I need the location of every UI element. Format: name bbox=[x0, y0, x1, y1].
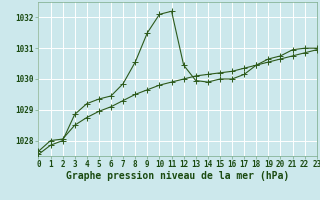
X-axis label: Graphe pression niveau de la mer (hPa): Graphe pression niveau de la mer (hPa) bbox=[66, 171, 289, 181]
